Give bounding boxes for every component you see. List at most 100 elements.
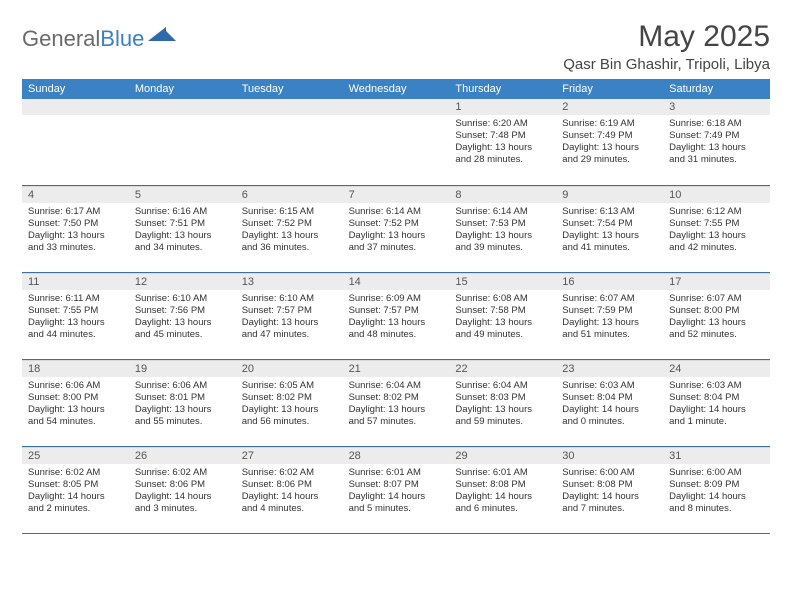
sunrise-line: Sunrise: 6:03 AM bbox=[562, 380, 657, 392]
sunset-line: Sunset: 8:01 PM bbox=[135, 392, 230, 404]
sunrise-line: Sunrise: 6:13 AM bbox=[562, 206, 657, 218]
day-number: 26 bbox=[129, 447, 236, 464]
day-number: 7 bbox=[343, 186, 450, 203]
sunset-line: Sunset: 8:02 PM bbox=[242, 392, 337, 404]
day-number: 1 bbox=[449, 99, 556, 115]
daylight-line: Daylight: 13 hours and 47 minutes. bbox=[242, 317, 337, 341]
sunset-line: Sunset: 7:48 PM bbox=[455, 130, 550, 142]
daylight-line: Daylight: 14 hours and 6 minutes. bbox=[455, 491, 550, 515]
day-details: Sunrise: 6:10 AMSunset: 7:56 PMDaylight:… bbox=[129, 290, 236, 346]
day-number: 5 bbox=[129, 186, 236, 203]
sunrise-line: Sunrise: 6:02 AM bbox=[135, 467, 230, 479]
day-details: Sunrise: 6:19 AMSunset: 7:49 PMDaylight:… bbox=[556, 115, 663, 171]
day-details: Sunrise: 6:03 AMSunset: 8:04 PMDaylight:… bbox=[663, 377, 770, 433]
sunrise-line: Sunrise: 6:12 AM bbox=[669, 206, 764, 218]
sunrise-line: Sunrise: 6:14 AM bbox=[455, 206, 550, 218]
sunrise-line: Sunrise: 6:15 AM bbox=[242, 206, 337, 218]
day-details: Sunrise: 6:17 AMSunset: 7:50 PMDaylight:… bbox=[22, 203, 129, 259]
sunrise-line: Sunrise: 6:14 AM bbox=[349, 206, 444, 218]
sunset-line: Sunset: 7:51 PM bbox=[135, 218, 230, 230]
day-number: 24 bbox=[663, 360, 770, 377]
day-number: 10 bbox=[663, 186, 770, 203]
daylight-line: Daylight: 13 hours and 56 minutes. bbox=[242, 404, 337, 428]
daylight-line: Daylight: 13 hours and 41 minutes. bbox=[562, 230, 657, 254]
day-header-cell: Saturday bbox=[663, 79, 770, 99]
day-number: 14 bbox=[343, 273, 450, 290]
day-header-cell: Monday bbox=[129, 79, 236, 99]
logo-text-general: General bbox=[22, 26, 100, 51]
month-title: May 2025 bbox=[563, 20, 770, 54]
sunset-line: Sunset: 8:09 PM bbox=[669, 479, 764, 491]
day-number: 12 bbox=[129, 273, 236, 290]
sunset-line: Sunset: 8:06 PM bbox=[242, 479, 337, 491]
sunset-line: Sunset: 7:49 PM bbox=[669, 130, 764, 142]
title-block: May 2025 Qasr Bin Ghashir, Tripoli, Liby… bbox=[563, 20, 770, 73]
calendar-cell: 27Sunrise: 6:02 AMSunset: 8:06 PMDayligh… bbox=[236, 447, 343, 533]
header: GeneralBlue May 2025 Qasr Bin Ghashir, T… bbox=[22, 20, 770, 73]
day-header-cell: Tuesday bbox=[236, 79, 343, 99]
day-details: Sunrise: 6:07 AMSunset: 8:00 PMDaylight:… bbox=[663, 290, 770, 346]
day-details: Sunrise: 6:12 AMSunset: 7:55 PMDaylight:… bbox=[663, 203, 770, 259]
calendar-cell-empty bbox=[129, 99, 236, 185]
day-number bbox=[343, 99, 450, 115]
day-number: 13 bbox=[236, 273, 343, 290]
day-details: Sunrise: 6:08 AMSunset: 7:58 PMDaylight:… bbox=[449, 290, 556, 346]
sunset-line: Sunset: 8:04 PM bbox=[562, 392, 657, 404]
calendar-cell: 5Sunrise: 6:16 AMSunset: 7:51 PMDaylight… bbox=[129, 186, 236, 272]
daylight-line: Daylight: 13 hours and 55 minutes. bbox=[135, 404, 230, 428]
sunset-line: Sunset: 7:49 PM bbox=[562, 130, 657, 142]
sunset-line: Sunset: 7:57 PM bbox=[349, 305, 444, 317]
day-number: 9 bbox=[556, 186, 663, 203]
sunrise-line: Sunrise: 6:02 AM bbox=[28, 467, 123, 479]
calendar-cell: 19Sunrise: 6:06 AMSunset: 8:01 PMDayligh… bbox=[129, 360, 236, 446]
daylight-line: Daylight: 13 hours and 51 minutes. bbox=[562, 317, 657, 341]
day-details: Sunrise: 6:01 AMSunset: 8:07 PMDaylight:… bbox=[343, 464, 450, 520]
day-details bbox=[129, 115, 236, 177]
day-details: Sunrise: 6:01 AMSunset: 8:08 PMDaylight:… bbox=[449, 464, 556, 520]
calendar-cell: 31Sunrise: 6:00 AMSunset: 8:09 PMDayligh… bbox=[663, 447, 770, 533]
day-header-cell: Friday bbox=[556, 79, 663, 99]
daylight-line: Daylight: 14 hours and 7 minutes. bbox=[562, 491, 657, 515]
sunrise-line: Sunrise: 6:07 AM bbox=[562, 293, 657, 305]
day-header-cell: Wednesday bbox=[343, 79, 450, 99]
sunset-line: Sunset: 7:56 PM bbox=[135, 305, 230, 317]
sunrise-line: Sunrise: 6:03 AM bbox=[669, 380, 764, 392]
calendar-cell: 12Sunrise: 6:10 AMSunset: 7:56 PMDayligh… bbox=[129, 273, 236, 359]
day-details: Sunrise: 6:11 AMSunset: 7:55 PMDaylight:… bbox=[22, 290, 129, 346]
day-number bbox=[236, 99, 343, 115]
day-details bbox=[22, 115, 129, 177]
sunrise-line: Sunrise: 6:08 AM bbox=[455, 293, 550, 305]
calendar: SundayMondayTuesdayWednesdayThursdayFrid… bbox=[22, 79, 770, 534]
sunset-line: Sunset: 8:08 PM bbox=[455, 479, 550, 491]
calendar-cell-empty bbox=[22, 99, 129, 185]
daylight-line: Daylight: 13 hours and 52 minutes. bbox=[669, 317, 764, 341]
sunrise-line: Sunrise: 6:10 AM bbox=[135, 293, 230, 305]
calendar-cell: 15Sunrise: 6:08 AMSunset: 7:58 PMDayligh… bbox=[449, 273, 556, 359]
calendar-week: 11Sunrise: 6:11 AMSunset: 7:55 PMDayligh… bbox=[22, 273, 770, 360]
day-details: Sunrise: 6:09 AMSunset: 7:57 PMDaylight:… bbox=[343, 290, 450, 346]
day-number: 20 bbox=[236, 360, 343, 377]
sunrise-line: Sunrise: 6:06 AM bbox=[135, 380, 230, 392]
calendar-cell-empty bbox=[236, 99, 343, 185]
daylight-line: Daylight: 13 hours and 36 minutes. bbox=[242, 230, 337, 254]
day-details: Sunrise: 6:13 AMSunset: 7:54 PMDaylight:… bbox=[556, 203, 663, 259]
day-details: Sunrise: 6:14 AMSunset: 7:53 PMDaylight:… bbox=[449, 203, 556, 259]
day-details: Sunrise: 6:07 AMSunset: 7:59 PMDaylight:… bbox=[556, 290, 663, 346]
day-details bbox=[236, 115, 343, 177]
daylight-line: Daylight: 13 hours and 54 minutes. bbox=[28, 404, 123, 428]
day-details: Sunrise: 6:03 AMSunset: 8:04 PMDaylight:… bbox=[556, 377, 663, 433]
daylight-line: Daylight: 13 hours and 45 minutes. bbox=[135, 317, 230, 341]
day-header-row: SundayMondayTuesdayWednesdayThursdayFrid… bbox=[22, 79, 770, 99]
day-number: 16 bbox=[556, 273, 663, 290]
sunrise-line: Sunrise: 6:02 AM bbox=[242, 467, 337, 479]
calendar-cell: 7Sunrise: 6:14 AMSunset: 7:52 PMDaylight… bbox=[343, 186, 450, 272]
sunset-line: Sunset: 8:02 PM bbox=[349, 392, 444, 404]
day-details: Sunrise: 6:05 AMSunset: 8:02 PMDaylight:… bbox=[236, 377, 343, 433]
sunset-line: Sunset: 7:54 PM bbox=[562, 218, 657, 230]
day-number: 27 bbox=[236, 447, 343, 464]
calendar-cell: 9Sunrise: 6:13 AMSunset: 7:54 PMDaylight… bbox=[556, 186, 663, 272]
sunset-line: Sunset: 8:03 PM bbox=[455, 392, 550, 404]
day-number: 31 bbox=[663, 447, 770, 464]
daylight-line: Daylight: 13 hours and 57 minutes. bbox=[349, 404, 444, 428]
day-number: 11 bbox=[22, 273, 129, 290]
